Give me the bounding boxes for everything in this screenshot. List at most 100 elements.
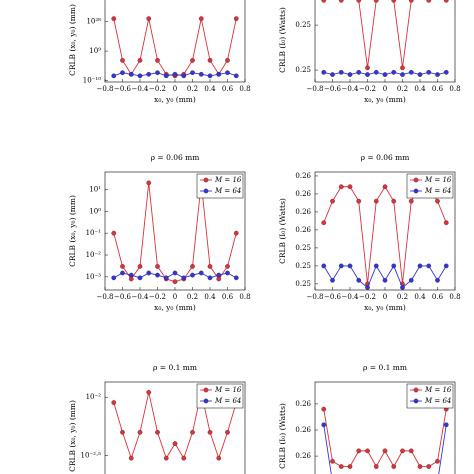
point (400, 72, 405, 77)
x-tick-label: 0.4 (204, 293, 216, 301)
point (382, 448, 388, 454)
point (365, 72, 370, 77)
point (400, 285, 405, 290)
legend-label: M = 64 (424, 187, 451, 195)
legend-marker (203, 398, 209, 404)
point (207, 429, 213, 435)
point (435, 277, 440, 283)
point (233, 275, 239, 281)
point (207, 264, 213, 269)
x-axis-label: x₀, y₀ (mm) (154, 95, 196, 104)
legend-label: M = 16 (214, 386, 242, 394)
series-line (323, 264, 447, 289)
point (181, 455, 187, 461)
point (155, 58, 160, 63)
point (181, 275, 187, 281)
point (338, 69, 344, 75)
y-tick-label: 10²⁸ (86, 18, 101, 26)
point (190, 272, 195, 278)
legend-box (406, 383, 454, 409)
x-tick-label: −0.6 (324, 85, 342, 93)
title: ρ = 0.06 mm (361, 153, 410, 162)
point (190, 429, 195, 435)
legend-marker (413, 387, 419, 393)
panel: −0.8 −0.6 −0.4 −0.2 0 0.2 0.4 0.6 0.8 10¹ 10⁰ 10⁻¹ 1… (68, 153, 251, 312)
point (408, 69, 414, 75)
point (111, 73, 117, 79)
point (216, 455, 222, 461)
x-tick-label: 0.2 (187, 293, 198, 301)
point (443, 0, 449, 3)
point (207, 58, 213, 63)
point (408, 0, 414, 3)
point (330, 198, 335, 204)
y-tick-label: 0.26 (295, 172, 311, 180)
x-tick-label: −0.6 (324, 293, 342, 301)
point (356, 0, 362, 3)
plot-area (321, 0, 449, 77)
point (330, 277, 335, 283)
x-tick-label: 0.8 (449, 85, 460, 93)
point (216, 71, 222, 77)
title: ρ = 0.1 mm (153, 363, 197, 372)
point (373, 464, 379, 469)
point (408, 448, 414, 454)
x-tick-label: 0.8 (239, 293, 250, 301)
x-tick-label: 0.6 (222, 293, 234, 301)
point (435, 72, 440, 77)
point (426, 263, 432, 269)
y-tick-label: 10⁻¹ (86, 229, 102, 237)
plot-frame (104, 0, 246, 83)
series-line (323, 409, 447, 468)
point (155, 429, 160, 435)
x-tick-label: 0 (383, 85, 387, 93)
plot-area (111, 16, 239, 79)
legend-marker (203, 387, 209, 393)
point (443, 69, 449, 75)
point (111, 275, 117, 281)
point (128, 272, 134, 278)
point (391, 69, 397, 75)
legend-marker (413, 177, 419, 183)
point (373, 263, 379, 269)
point (382, 277, 388, 283)
point (347, 464, 353, 469)
point (400, 448, 405, 454)
y-tick-label: 0.26 (295, 452, 311, 460)
point (321, 406, 327, 412)
x-tick-label: −0.8 (307, 85, 324, 93)
point (155, 264, 160, 269)
x-tick-label: −0.4 (132, 293, 150, 301)
point (207, 73, 213, 79)
point (391, 0, 397, 3)
y-tick-label: 0.26 (295, 208, 311, 216)
point (120, 429, 125, 435)
y-tick-label: 0.26 (295, 190, 311, 198)
point (137, 264, 143, 269)
point (356, 69, 362, 75)
point (435, 458, 440, 464)
point (120, 58, 125, 63)
point (233, 73, 239, 79)
y-axis-label: CRLB (I₀) (Watts) (278, 403, 287, 469)
point (128, 71, 134, 77)
point (435, 198, 440, 204)
point (365, 448, 370, 454)
point (216, 272, 222, 278)
point (330, 458, 335, 464)
x-axis-label: x₀, y₀ (mm) (364, 303, 406, 312)
point (146, 390, 152, 395)
point (373, 198, 379, 204)
point (163, 275, 169, 281)
title: ρ = 0.1 mm (363, 363, 407, 372)
point (321, 220, 327, 226)
point (338, 263, 344, 269)
legend-box (406, 173, 454, 199)
legend-box (196, 173, 244, 199)
y-tick-label: 10⁻³ (86, 273, 102, 281)
legend-label: M = 16 (424, 176, 452, 184)
title: ρ = 0.06 mm (151, 153, 200, 162)
x-axis-label: x₀, y₀ (mm) (364, 95, 406, 104)
x-tick-label: 0 (383, 293, 387, 301)
point (338, 464, 344, 469)
